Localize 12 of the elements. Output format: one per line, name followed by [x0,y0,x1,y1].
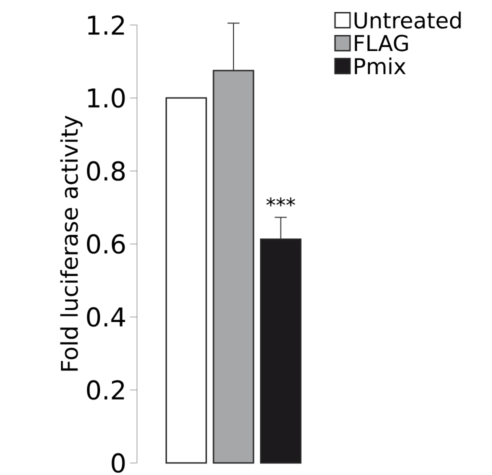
y-tick-label: 0.8 [86,161,125,181]
y-axis-title: Fold luciferase activity [60,116,82,371]
y-tick-label: 0.6 [86,234,125,254]
legend-label: Untreated [354,12,461,29]
y-tick-label: 1.2 [88,15,124,35]
y-tick-label: 0 [112,453,125,473]
y-tick-label: 0.2 [86,380,124,400]
annotation: *** [266,197,296,206]
y-tick-label: 1.0 [88,88,125,108]
legend-label: Pmix [354,58,406,74]
legend-label: FLAG [354,34,408,52]
y-tick-label: 0.4 [86,307,126,327]
